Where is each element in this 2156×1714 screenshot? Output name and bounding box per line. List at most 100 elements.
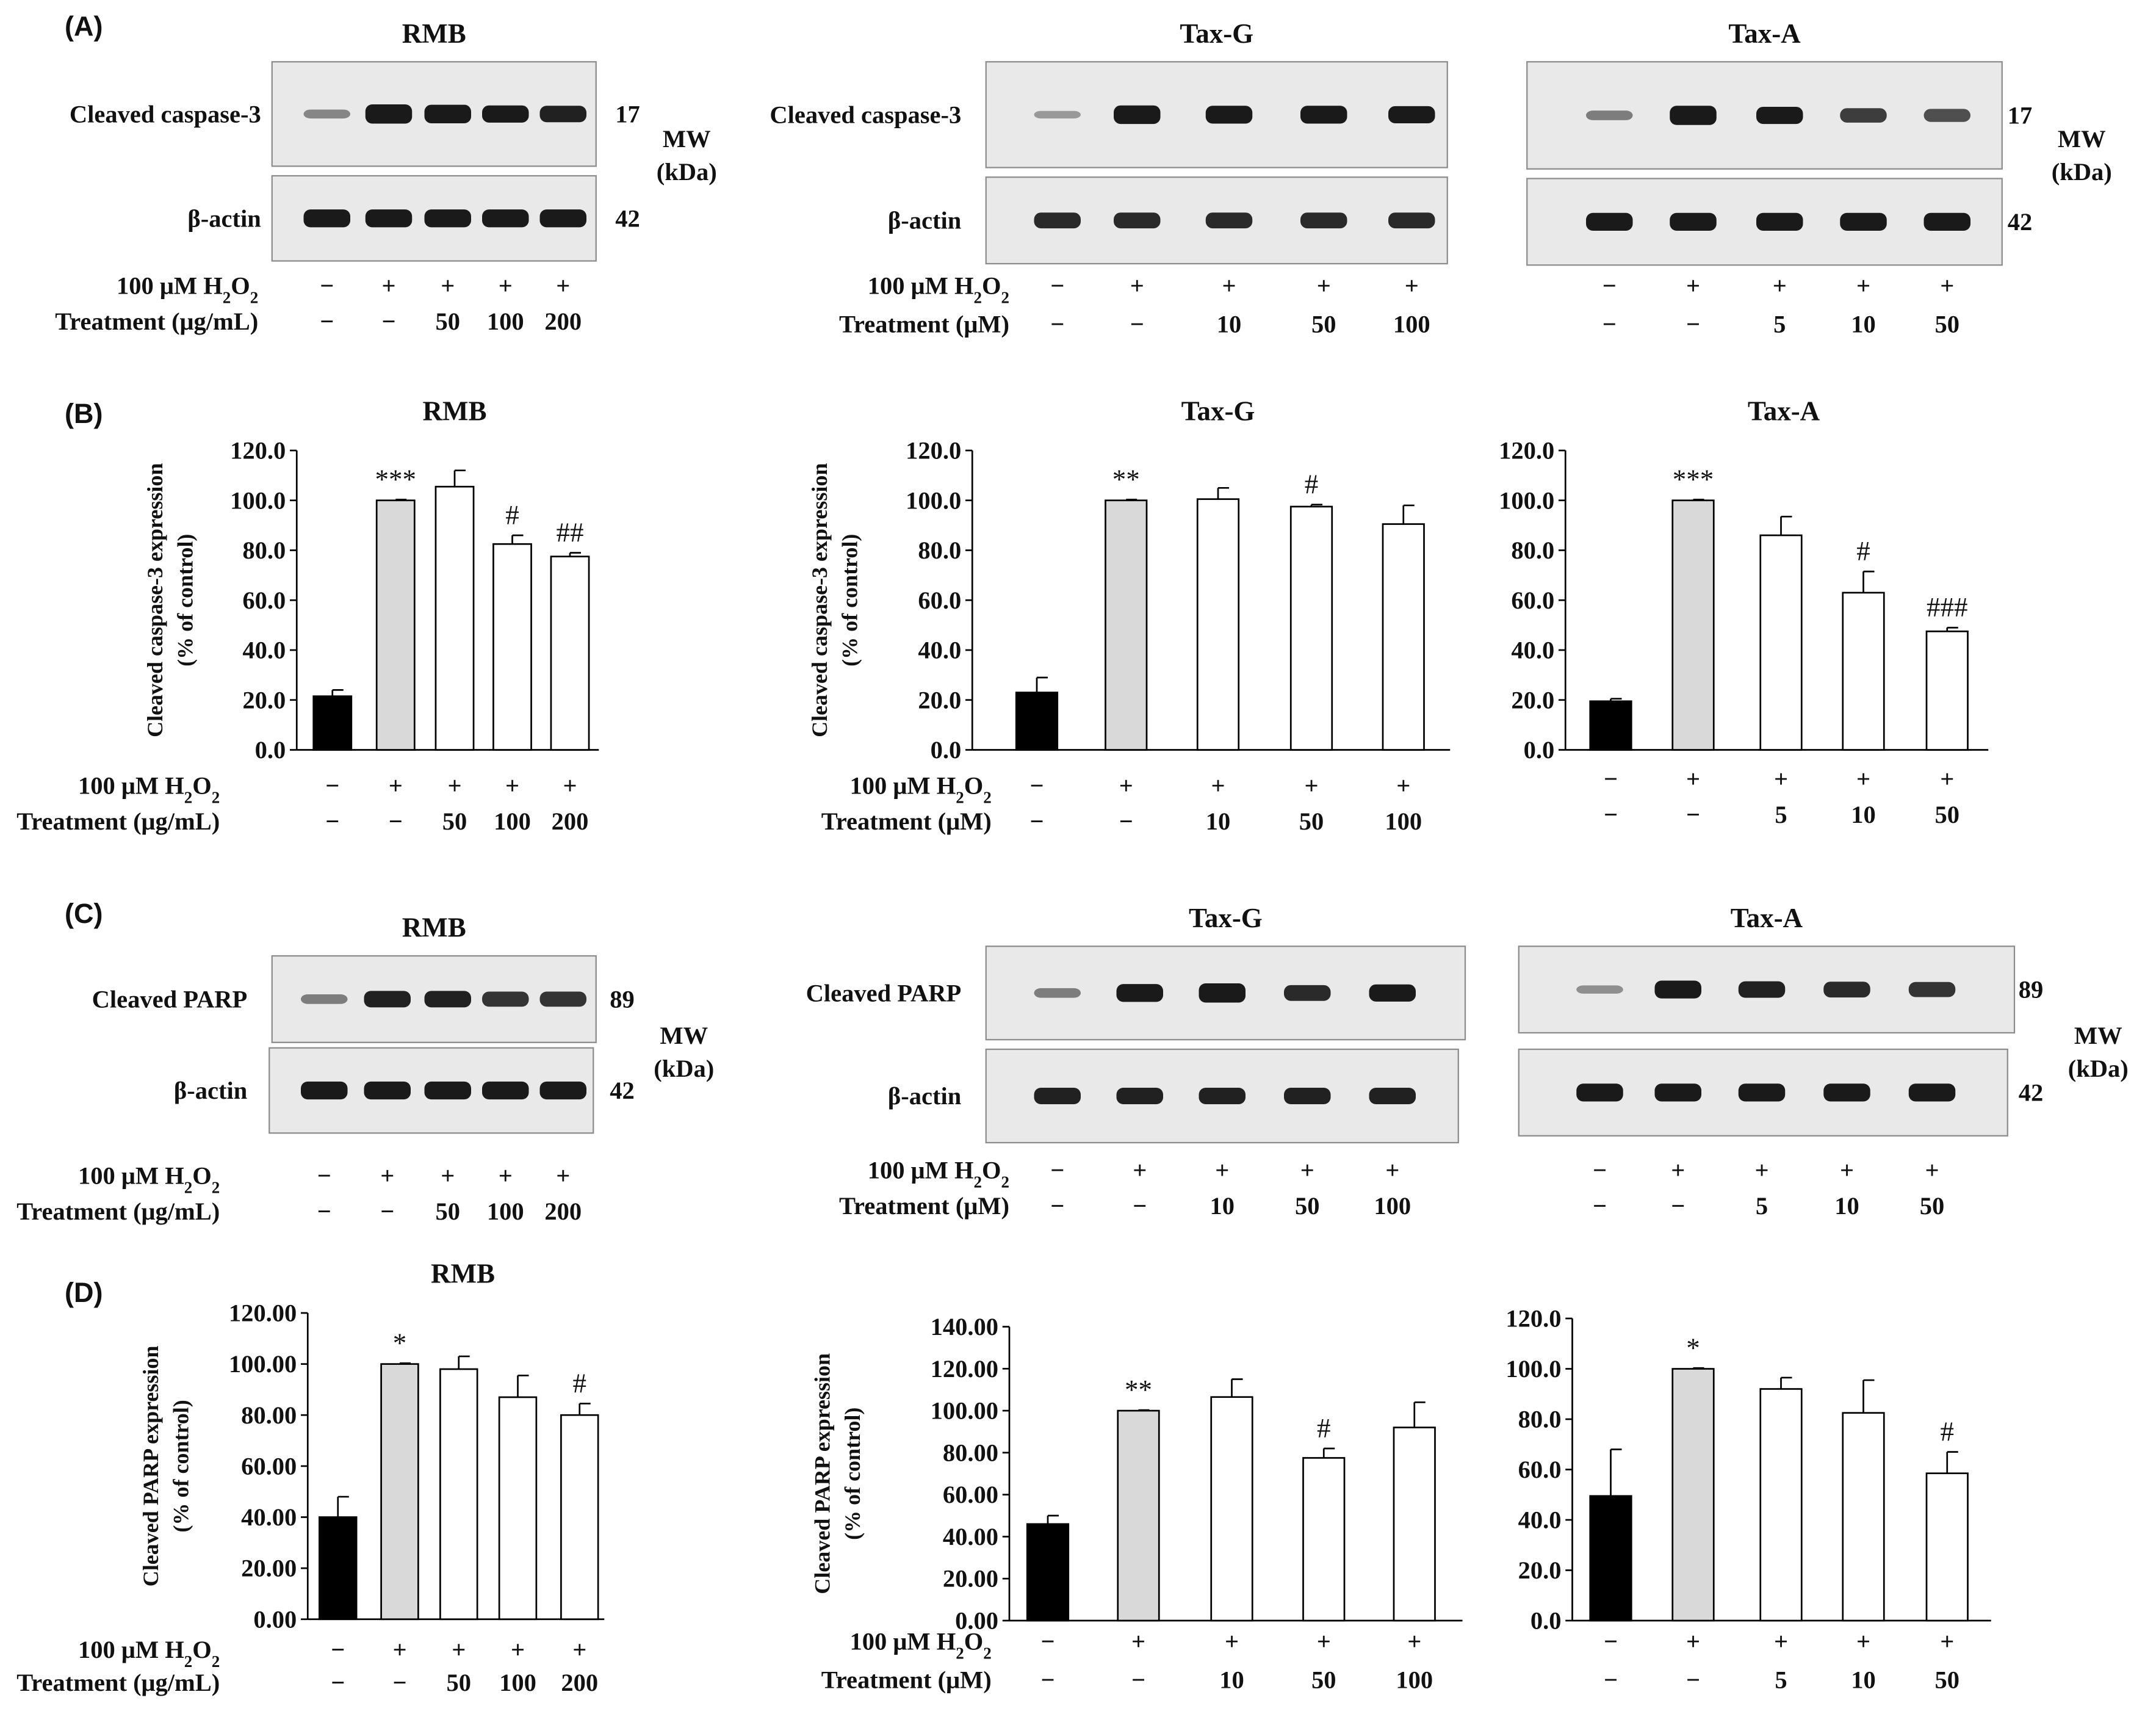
protein-band bbox=[539, 209, 586, 228]
dose-value: − bbox=[1604, 1666, 1618, 1693]
bar bbox=[1589, 1495, 1632, 1622]
blot-row-label-target: Cleaved caspase-3 bbox=[770, 101, 961, 128]
h2o2-sub2: 2 bbox=[212, 1652, 220, 1671]
blot-title: Tax-G bbox=[1189, 903, 1263, 933]
y-tick-label: 120.0 bbox=[230, 437, 286, 465]
y-tick-label: 60.0 bbox=[1518, 1456, 1562, 1483]
y-tick-label: 80.0 bbox=[918, 537, 961, 564]
protein-band bbox=[1908, 982, 1956, 997]
protein-band bbox=[1738, 1083, 1786, 1102]
protein-band bbox=[539, 1081, 586, 1100]
bar-chart-B-Tax-A: 0.020.040.060.080.0100.0120.0Tax-A***###… bbox=[1499, 396, 1989, 764]
y-axis-label: Cleaved caspase-3 expression bbox=[807, 463, 832, 737]
blot-title: Tax-A bbox=[1728, 18, 1801, 49]
bar bbox=[434, 485, 475, 751]
y-tick-label: 0.0 bbox=[1530, 1607, 1562, 1635]
protein-band bbox=[1586, 212, 1633, 231]
chart-title: RMB bbox=[431, 1259, 495, 1289]
protein-band bbox=[301, 994, 348, 1004]
h2o2-value: − bbox=[325, 772, 339, 800]
y-tick-label: 100.0 bbox=[1505, 1355, 1561, 1383]
h2o2-value: + bbox=[556, 1162, 570, 1190]
h2o2-suffix: O bbox=[231, 272, 250, 300]
h2o2-value: + bbox=[1940, 1627, 1954, 1655]
significance-mark: # bbox=[1856, 536, 1870, 566]
dose-value: − bbox=[1133, 1192, 1147, 1220]
protein-band bbox=[364, 991, 411, 1008]
y-tick-label: 0.00 bbox=[253, 1605, 297, 1633]
h2o2-sub: 2 bbox=[973, 1173, 982, 1191]
h2o2-value: + bbox=[389, 772, 403, 800]
h2o2-value: − bbox=[320, 272, 334, 300]
bar bbox=[319, 1516, 358, 1621]
h2o2-sub: 2 bbox=[184, 1179, 193, 1197]
protein-band bbox=[1300, 106, 1347, 124]
h2o2-prefix: 100 μM H bbox=[117, 272, 223, 300]
dose-value: − bbox=[1050, 1192, 1064, 1220]
h2o2-value: + bbox=[392, 1636, 406, 1663]
h2o2-value: + bbox=[1686, 272, 1700, 300]
dose-value: 100 bbox=[494, 808, 531, 835]
protein-band bbox=[365, 104, 413, 124]
protein-band bbox=[1840, 212, 1887, 231]
h2o2-sub: 2 bbox=[956, 1644, 964, 1662]
y-axis-label-unit: (% of control) bbox=[173, 534, 197, 667]
y-tick-label: 40.00 bbox=[241, 1503, 297, 1531]
dose-value: 5 bbox=[1775, 1666, 1787, 1693]
h2o2-value: + bbox=[499, 1162, 513, 1190]
mw-unit: (kDa) bbox=[654, 1055, 714, 1082]
y-tick-label: 140.00 bbox=[931, 1313, 998, 1340]
treatment-row-label: Treatment (μg/mL) bbox=[16, 1669, 220, 1696]
h2o2-value: + bbox=[441, 272, 455, 300]
y-tick-label: 40.0 bbox=[1518, 1506, 1562, 1534]
y-tick-label: 20.0 bbox=[1518, 1557, 1562, 1584]
y-tick-label: 0.0 bbox=[931, 736, 962, 764]
dose-value: 100 bbox=[487, 308, 524, 335]
h2o2-value: − bbox=[1029, 772, 1044, 800]
h2o2-value: + bbox=[1773, 272, 1787, 300]
y-tick-label: 120.0 bbox=[1505, 1305, 1561, 1333]
protein-band bbox=[1654, 1083, 1701, 1102]
protein-band bbox=[1284, 1088, 1331, 1104]
western-blot-A-RMB: RMB Cleaved caspase-3 β-actin 17 42 MW (kDa) bbox=[70, 18, 717, 262]
h2o2-value: + bbox=[1317, 1627, 1331, 1655]
protein-band bbox=[303, 209, 350, 228]
h2o2-sub2: 2 bbox=[250, 289, 259, 307]
h2o2-value: + bbox=[1671, 1157, 1685, 1184]
panel-label-B: (B) bbox=[65, 398, 103, 429]
dose-value: − bbox=[1686, 801, 1700, 828]
blot-title: RMB bbox=[402, 18, 466, 49]
dose-value: 50 bbox=[1295, 1192, 1320, 1220]
protein-band bbox=[1114, 212, 1161, 229]
dose-value: 100 bbox=[499, 1669, 536, 1696]
h2o2-value: − bbox=[1604, 1627, 1618, 1655]
h2o2-value: + bbox=[1131, 1627, 1145, 1655]
h2o2-prefix: 100 μM H bbox=[78, 1162, 184, 1190]
condition-rows-A-TaxA-hidden: − − + − +5 +10 +50 bbox=[1603, 272, 1960, 338]
dose-value: − bbox=[1686, 311, 1700, 338]
h2o2-row-label: 100 μM H2O2 bbox=[868, 1157, 1009, 1191]
condition-rows-chart-5: − − + − +5 +10 +50 bbox=[1604, 1627, 1960, 1693]
h2o2-value: + bbox=[1222, 272, 1236, 300]
h2o2-value: + bbox=[1215, 1157, 1229, 1184]
y-tick-label: 100.0 bbox=[906, 486, 961, 514]
y-axis-label-unit: (% of control) bbox=[169, 1400, 193, 1532]
dose-value: − bbox=[1603, 311, 1617, 338]
h2o2-value: + bbox=[1211, 772, 1225, 800]
panel-label-C: (C) bbox=[65, 898, 103, 929]
protein-band bbox=[1199, 1088, 1246, 1104]
y-tick-label: 20.0 bbox=[1511, 686, 1554, 714]
protein-band bbox=[1388, 106, 1435, 123]
bar bbox=[1210, 1396, 1253, 1622]
h2o2-value: + bbox=[1396, 772, 1410, 800]
bar bbox=[1026, 1523, 1070, 1622]
bar bbox=[1842, 591, 1885, 751]
treatment-row-label: Treatment (μg/mL) bbox=[16, 808, 220, 835]
h2o2-prefix: 100 μM H bbox=[868, 1157, 974, 1184]
h2o2-sub2: 2 bbox=[1001, 1173, 1010, 1191]
h2o2-value: + bbox=[1385, 1157, 1399, 1184]
protein-band bbox=[539, 991, 586, 1007]
